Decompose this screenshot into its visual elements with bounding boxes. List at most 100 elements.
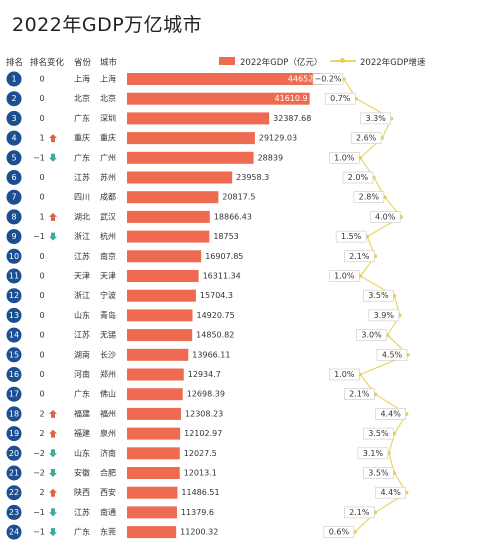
province-label: 山东 xyxy=(74,310,90,320)
rank-label: 21 xyxy=(9,469,19,478)
rank-change: 0 xyxy=(39,370,44,379)
province-label: 四川 xyxy=(74,193,90,202)
rank-badge xyxy=(6,524,22,540)
rank-change: −1 xyxy=(33,153,45,162)
city-label: 苏州 xyxy=(100,172,116,182)
rank-change: 0 xyxy=(39,94,44,103)
growth-value-label: 2.0% xyxy=(348,173,369,182)
up-arrow-icon xyxy=(49,134,57,143)
city-label: 上海 xyxy=(100,74,116,84)
rank-badge xyxy=(6,229,22,245)
gdp-value-label: 12027.5 xyxy=(184,449,217,458)
growth-value-label: 0.6% xyxy=(329,528,350,537)
city-label: 天津 xyxy=(100,271,116,281)
growth-value-label: 1.0% xyxy=(334,153,355,162)
gdp-bar xyxy=(127,270,199,282)
rank-badge xyxy=(6,504,22,520)
gdp-value-label: 12308.23 xyxy=(185,409,223,418)
city-label: 济南 xyxy=(100,448,116,458)
rank-badge xyxy=(6,170,22,185)
rank-label: 6 xyxy=(11,173,16,182)
growth-value-box xyxy=(329,270,360,282)
growth-value-box xyxy=(329,152,360,164)
growth-value-label: 2.1% xyxy=(349,508,370,517)
gdp-bar xyxy=(127,348,189,361)
gdp-value-label: 16907.85 xyxy=(205,252,243,261)
rank-label: 22 xyxy=(9,488,19,497)
rank-label: 9 xyxy=(11,232,16,241)
rank-badge xyxy=(6,189,22,205)
rank-badge xyxy=(6,386,22,402)
down-arrow-icon xyxy=(49,153,57,162)
gdp-bar xyxy=(127,112,270,125)
growth-value-box xyxy=(363,427,394,440)
city-label: 佛山 xyxy=(100,389,116,399)
gdp-bar xyxy=(127,250,202,263)
down-arrow-icon xyxy=(49,469,57,477)
province-label: 福建 xyxy=(74,428,90,438)
rank-label: 4 xyxy=(11,134,16,143)
rank-change: 2 xyxy=(39,429,44,438)
growth-value-label: 3.9% xyxy=(374,311,395,320)
gdp-value-label: 12102.97 xyxy=(184,429,222,438)
gdp-value-label: 32387.68 xyxy=(273,114,311,123)
rank-change: 0 xyxy=(39,390,44,399)
gdp-value-label: 12013.1 xyxy=(184,469,217,478)
gdp-value-label: 11486.51 xyxy=(181,488,219,497)
rank-label: 12 xyxy=(9,291,19,300)
legend-gdp-swatch xyxy=(219,57,235,65)
rank-change: −2 xyxy=(33,449,45,458)
rank-badge xyxy=(6,209,22,225)
rank-change: 2 xyxy=(39,409,44,418)
city-label: 广州 xyxy=(100,152,116,162)
gdp-value-label: 23958.3 xyxy=(236,173,269,182)
province-label: 浙江 xyxy=(74,290,90,300)
rank-label: 16 xyxy=(9,370,19,379)
gdp-value-label: 28839 xyxy=(258,153,283,162)
gdp-value-label: 41610.9 xyxy=(275,94,308,103)
rank-badge xyxy=(6,91,22,107)
rank-label: 2 xyxy=(11,94,16,103)
rank-change: −1 xyxy=(33,528,45,537)
down-arrow-icon xyxy=(49,508,57,517)
legend-growth-dot xyxy=(340,58,345,63)
rank-change: 1 xyxy=(39,212,44,221)
rank-change: 0 xyxy=(39,272,44,281)
rank-change: 0 xyxy=(39,114,44,123)
rank-badge xyxy=(6,406,22,422)
rank-change: 2 xyxy=(39,488,44,497)
city-label: 福州 xyxy=(100,409,116,418)
rank-change: 0 xyxy=(39,350,44,359)
growth-value-label: 3.5% xyxy=(368,469,389,478)
province-label: 陕西 xyxy=(74,487,90,497)
gdp-bar xyxy=(127,427,181,440)
header-change: 排名变化 xyxy=(30,58,65,68)
province-label: 广东 xyxy=(74,152,90,162)
growth-value-label: −0.2% xyxy=(314,75,341,84)
rank-change: 0 xyxy=(39,331,44,340)
rank-label: 8 xyxy=(11,212,16,221)
gdp-bar xyxy=(127,526,177,539)
province-label: 广东 xyxy=(74,113,90,123)
rank-label: 10 xyxy=(9,252,19,261)
province-label: 江苏 xyxy=(74,172,90,182)
growth-value-label: 4.5% xyxy=(382,350,403,359)
header-province: 省份 xyxy=(74,58,92,68)
city-label: 重庆 xyxy=(100,133,116,143)
growth-value-box xyxy=(312,73,344,85)
province-label: 安徽 xyxy=(74,468,90,478)
rank-label: 20 xyxy=(9,449,19,458)
gdp-bar xyxy=(127,368,184,381)
rank-label: 1 xyxy=(11,75,16,84)
rank-change: −2 xyxy=(33,469,45,478)
growth-value-box xyxy=(376,348,408,361)
growth-value-label: 4.4% xyxy=(380,409,401,418)
header-city: 城市 xyxy=(100,58,118,68)
city-label: 宁波 xyxy=(100,290,116,300)
growth-value-label: 3.0% xyxy=(361,331,382,340)
up-arrow-icon xyxy=(49,212,57,221)
rank-badge xyxy=(6,288,22,304)
growth-value-box xyxy=(363,289,394,302)
rank-label: 17 xyxy=(9,390,19,399)
growth-value-box xyxy=(344,250,375,263)
